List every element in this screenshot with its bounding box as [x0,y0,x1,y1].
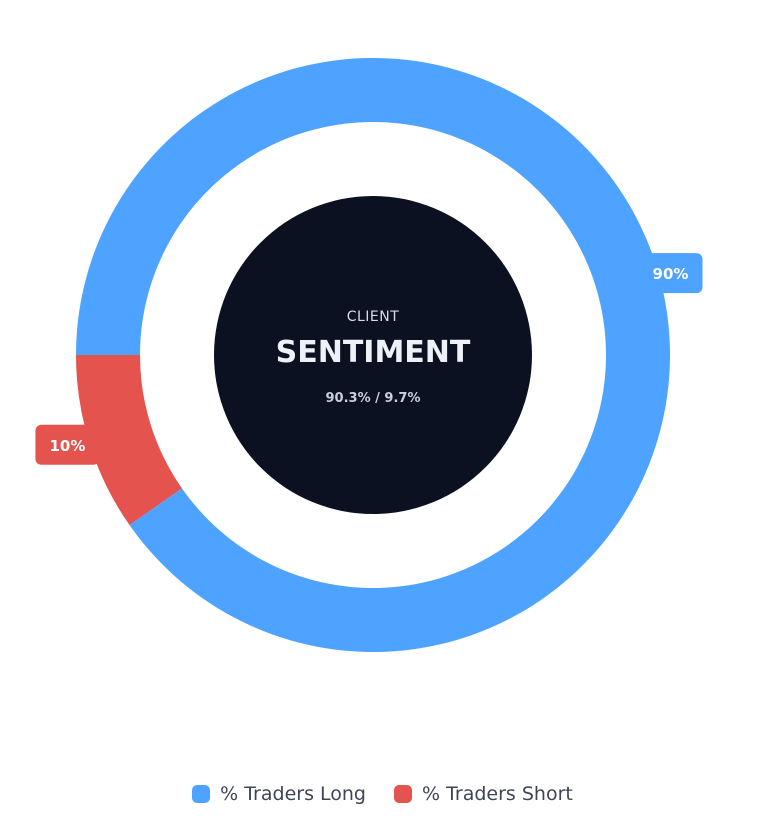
legend-swatch-short [393,785,412,803]
donut-slices [76,57,670,652]
chart-legend: % Traders Long % Traders Short [0,783,765,805]
slice-label-text-short: 10% [49,437,85,455]
slice-traders-short[interactable] [76,355,182,526]
center-label-sentiment: SENTIMENT [276,335,471,370]
slice-labels: 90% 10% [35,253,703,465]
legend-label-long: % Traders Long [220,783,366,805]
slice-label-long: 90% [638,253,703,294]
slice-label-text-long: 90% [653,265,689,283]
legend-item-short[interactable]: % Traders Short [393,783,573,805]
slice-label-badge-short [35,424,100,465]
slice-label-short: 10% [35,424,100,465]
legend-label-short: % Traders Short [421,783,573,805]
legend-swatch-long [192,785,211,803]
center-label-client: CLIENT [347,309,400,325]
center-label-ratio: 90.3% / 9.7% [326,391,421,406]
slice-label-badge-long [638,253,703,294]
legend-item-long[interactable]: % Traders Long [192,783,366,805]
center-disc [214,196,532,514]
